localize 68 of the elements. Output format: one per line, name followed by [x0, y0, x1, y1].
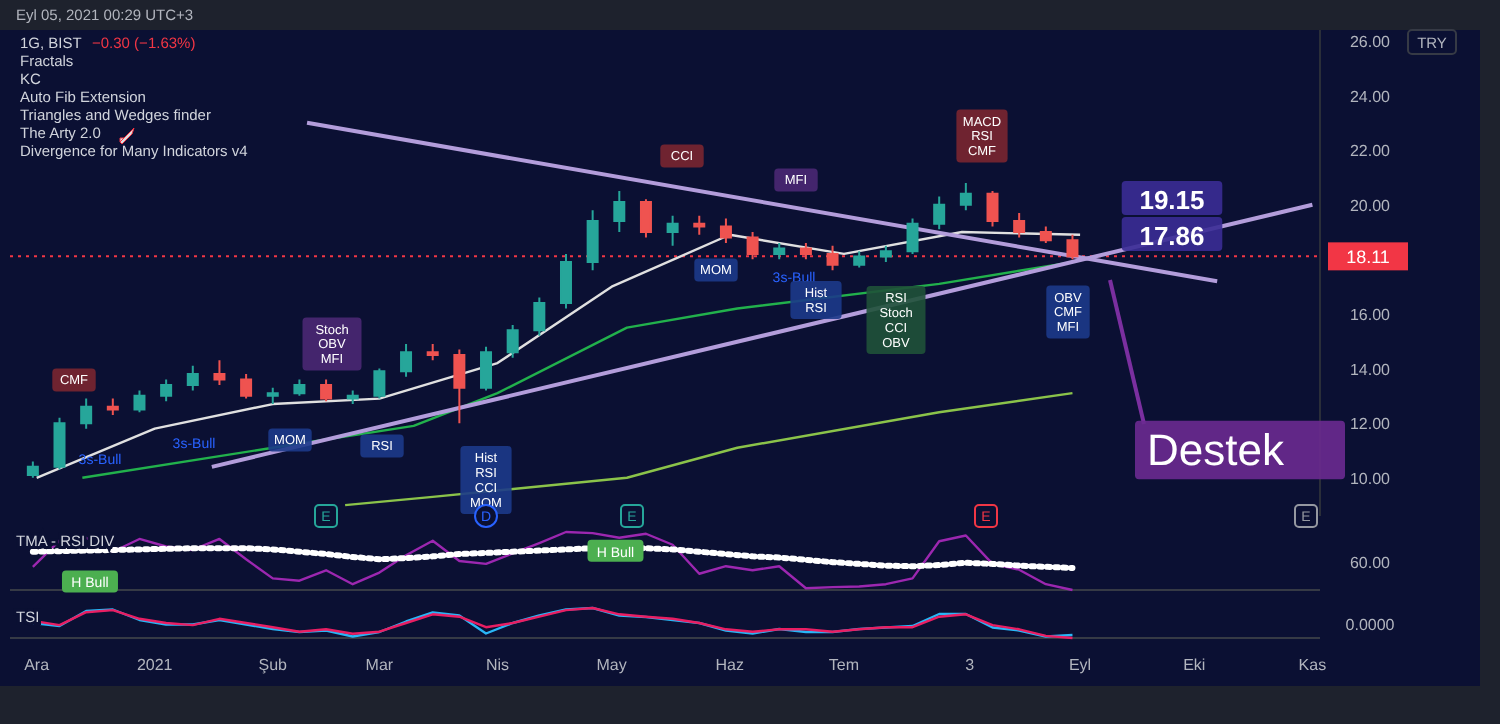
- annotation: 19.15: [1139, 184, 1205, 215]
- candlestick: [959, 181, 972, 212]
- candlestick: [719, 217, 732, 244]
- candlestick: [853, 250, 866, 269]
- ref-line-label: 18.11: [1346, 247, 1390, 268]
- candlestick: [799, 241, 812, 261]
- candlestick: [879, 244, 892, 264]
- candlestick: [213, 359, 226, 386]
- candlestick: [106, 397, 119, 416]
- candlestick: [373, 367, 386, 400]
- x-tick-label: Eyl: [1068, 656, 1092, 674]
- candlestick: [26, 460, 39, 479]
- text: 0.0000: [1345, 616, 1396, 634]
- y-tick-label: 20.00: [1349, 196, 1392, 215]
- x-tick-label: Tem: [828, 656, 860, 674]
- candlestick: [586, 209, 599, 272]
- candlestick: [186, 364, 199, 392]
- x-tick-label: Ara: [24, 656, 51, 674]
- candlestick: [773, 241, 786, 261]
- x-tick-label: Kas: [1298, 656, 1327, 674]
- candlestick: [666, 214, 679, 247]
- candlestick: [559, 252, 572, 310]
- candlestick: [240, 373, 253, 400]
- x-tick-label: Mar: [365, 656, 394, 674]
- candlestick: [1066, 233, 1079, 261]
- text: 60.00: [1349, 554, 1392, 572]
- candlestick: [480, 345, 493, 392]
- candlestick: [53, 416, 66, 471]
- y-tick-label: 14.00: [1349, 360, 1392, 379]
- x-tick-label: 2021: [136, 656, 174, 674]
- candlestick: [986, 190, 999, 228]
- x-tick-label: May: [596, 656, 627, 674]
- x-tick-label: Haz: [715, 656, 744, 674]
- candlestick: [80, 397, 93, 430]
- candlestick: [400, 342, 413, 378]
- x-tick-label: Nis: [485, 656, 509, 674]
- candlestick: [906, 217, 919, 255]
- annotation: Destek: [1147, 425, 1286, 476]
- y-tick-label: 10.00: [1349, 469, 1392, 488]
- candlestick: [1039, 225, 1052, 244]
- candlestick: [426, 342, 439, 362]
- candlestick: [693, 214, 706, 236]
- y-tick-label: 24.00: [1349, 87, 1392, 106]
- candlestick: [506, 323, 519, 359]
- candlestick: [933, 195, 946, 231]
- candlestick: [346, 389, 359, 406]
- y-tick-label: 12.00: [1349, 415, 1392, 434]
- candlestick: [133, 389, 146, 414]
- candlestick: [453, 348, 466, 425]
- candlestick: [746, 231, 759, 261]
- candlestick: [293, 378, 306, 397]
- line-series: [343, 391, 1074, 507]
- candlestick: [533, 296, 546, 337]
- candlestick: [320, 378, 333, 403]
- y-tick-label: 26.00: [1349, 32, 1392, 51]
- y-tick-label: 16.00: [1349, 305, 1392, 324]
- candlestick: [266, 386, 279, 406]
- x-tick-label: Şub: [258, 656, 289, 674]
- x-tick-label: 3: [965, 656, 976, 674]
- candlestick: [639, 198, 652, 239]
- candlestick: [160, 378, 173, 403]
- y-tick-label: 22.00: [1349, 142, 1392, 161]
- annotation: 17.86: [1139, 220, 1205, 251]
- candlestick: [613, 190, 626, 234]
- x-tick-label: Eki: [1183, 656, 1206, 674]
- candlestick: [826, 244, 839, 272]
- candlestick: [1013, 211, 1026, 239]
- line-series: [35, 230, 1082, 479]
